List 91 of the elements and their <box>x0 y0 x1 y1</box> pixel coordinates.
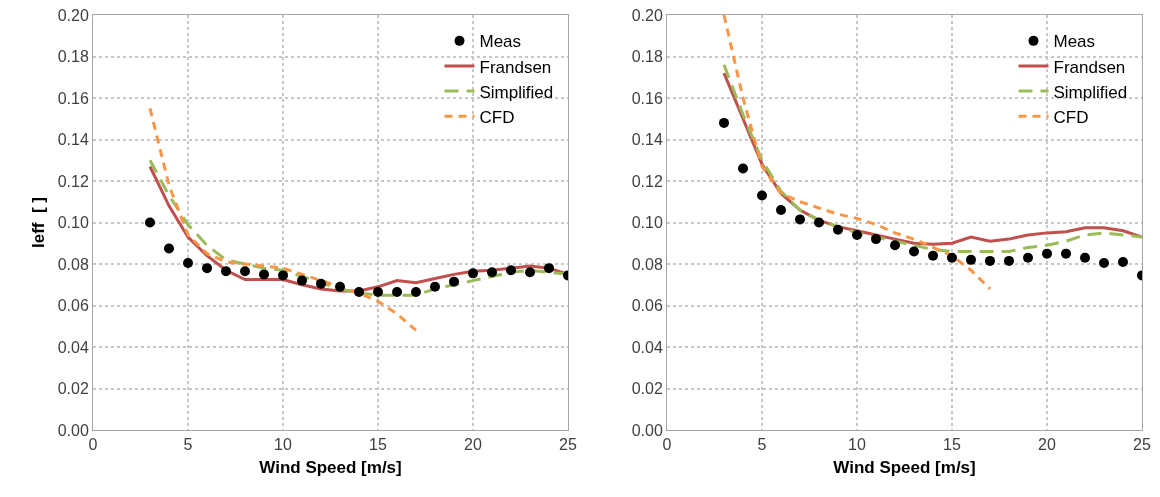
legend-label: Simplified <box>1053 82 1128 102</box>
point <box>240 266 250 277</box>
y-tick-label: 0.02 <box>57 380 89 398</box>
x-tick-label: 5 <box>183 436 193 454</box>
x-tick-label: 0 <box>88 436 98 454</box>
point <box>757 190 767 201</box>
point <box>487 267 497 278</box>
point <box>1080 252 1090 263</box>
point <box>852 229 862 240</box>
legend-label: Meas <box>479 32 522 52</box>
point <box>1023 252 1033 263</box>
point <box>183 257 193 268</box>
y-tick-label: 0.04 <box>631 338 663 356</box>
point <box>335 281 345 292</box>
point <box>1042 248 1052 259</box>
y-tick-label: 0.20 <box>631 6 663 24</box>
point <box>316 278 326 289</box>
point <box>145 217 155 228</box>
point <box>525 267 535 278</box>
point <box>795 214 805 225</box>
point <box>506 265 516 276</box>
x-tick-label: 15 <box>943 436 961 454</box>
y-tick-label: 0.06 <box>631 297 663 315</box>
point <box>985 255 995 266</box>
y-tick-label: 0.00 <box>631 421 663 439</box>
point <box>776 205 786 216</box>
point <box>947 252 957 263</box>
point <box>202 263 212 274</box>
y-tick-label: 0.18 <box>631 48 663 66</box>
y-tick-label: 0.04 <box>57 338 89 356</box>
point <box>909 246 919 257</box>
y-tick-label: 0.10 <box>57 214 89 232</box>
x-tick-label: 10 <box>848 436 866 454</box>
point <box>430 281 440 292</box>
y-tick-label: 0.14 <box>631 131 663 149</box>
point <box>1118 256 1128 267</box>
point <box>928 250 938 261</box>
point <box>164 243 174 254</box>
x-tick-label: 20 <box>1038 436 1056 454</box>
y-axis-title: Ieff [ ] <box>29 197 49 248</box>
x-axis-title: Wind Speed [m/s] <box>259 457 402 477</box>
legend-label: Meas <box>1053 32 1096 52</box>
x-tick-label: 5 <box>757 436 767 454</box>
y-tick-label: 0.06 <box>57 297 89 315</box>
x-tick-label: 25 <box>559 436 577 454</box>
y-tick-label: 0.08 <box>631 255 663 273</box>
legend-label: CFD <box>479 107 515 127</box>
point <box>373 287 383 298</box>
legend-label: Frandsen <box>479 57 552 77</box>
point <box>738 163 748 174</box>
legend-label: CFD <box>1053 107 1089 127</box>
point <box>1004 255 1014 266</box>
point <box>890 240 900 251</box>
point <box>297 275 307 286</box>
point <box>1099 257 1109 268</box>
line-series <box>148 106 418 332</box>
point <box>814 217 824 228</box>
point <box>221 266 231 277</box>
x-tick-label: 15 <box>369 436 387 454</box>
legend-label: Simplified <box>479 82 554 102</box>
y-tick-label: 0.18 <box>57 48 89 66</box>
point <box>449 276 459 287</box>
y-tick-label: 0.16 <box>631 89 663 107</box>
y-tick-label: 0.12 <box>57 172 89 190</box>
y-tick-label: 0.10 <box>631 214 663 232</box>
point <box>278 270 288 281</box>
line-series <box>722 15 992 291</box>
y-tick-label: 0.02 <box>631 380 663 398</box>
y-tick-label: 0.16 <box>57 89 89 107</box>
y-tick-label: 0.08 <box>57 255 89 273</box>
point <box>468 268 478 279</box>
point <box>719 117 729 128</box>
point <box>259 269 269 280</box>
y-tick-label: 0.00 <box>57 421 89 439</box>
x-tick-label: 0 <box>662 436 672 454</box>
point <box>966 254 976 265</box>
point <box>544 263 554 274</box>
legend-label: Frandsen <box>1053 57 1126 77</box>
point <box>392 287 402 298</box>
x-tick-label: 25 <box>1133 436 1151 454</box>
y-tick-label: 0.12 <box>631 172 663 190</box>
x-tick-label: 10 <box>274 436 292 454</box>
point <box>354 287 364 298</box>
point <box>1061 248 1071 259</box>
x-axis-title: Wind Speed [m/s] <box>833 457 976 477</box>
point <box>871 234 881 245</box>
y-tick-label: 0.20 <box>57 6 89 24</box>
y-tick-label: 0.14 <box>57 131 89 149</box>
x-tick-label: 20 <box>464 436 482 454</box>
point <box>411 287 421 298</box>
point <box>833 224 843 235</box>
